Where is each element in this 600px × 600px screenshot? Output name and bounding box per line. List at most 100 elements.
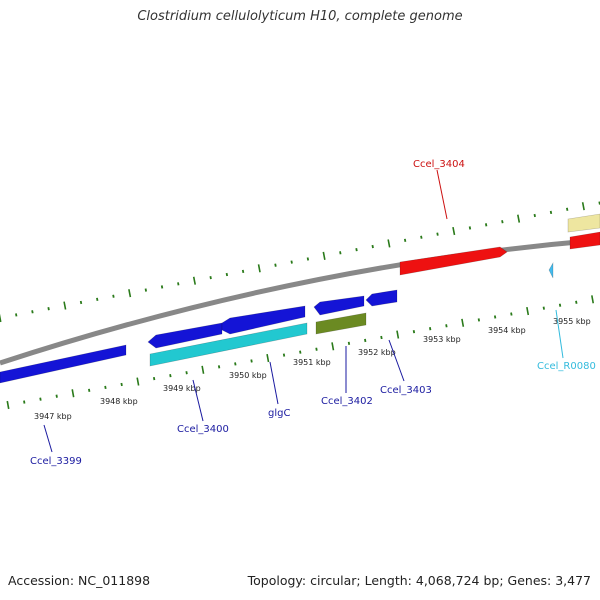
major-tick: [192, 276, 196, 285]
scale-label: 3950 kbp: [229, 371, 267, 380]
gene-arrow-cds-red: [569, 231, 600, 250]
minor-tick: [39, 397, 42, 401]
gene-arrow-ccel-3399: [0, 344, 127, 384]
minor-tick: [250, 359, 253, 363]
major-tick: [591, 295, 595, 304]
major-tick: [201, 365, 205, 374]
minor-tick: [306, 257, 310, 261]
minor-tick: [234, 362, 237, 366]
scale-labels: 3947 kbp 3948 kbp 3949 kbp 3950 kbp 3951 kbp…: [34, 317, 591, 421]
minor-tick: [339, 251, 342, 255]
major-tick: [63, 301, 67, 310]
gene-arrow-ccel-3402: [315, 312, 367, 335]
minor-tick: [160, 285, 164, 289]
minor-tick: [315, 347, 318, 351]
minor-tick: [23, 400, 26, 404]
genome-backbone: [0, 237, 600, 366]
minor-tick: [144, 288, 148, 292]
minor-tick: [274, 263, 277, 267]
minor-tick: [185, 371, 188, 375]
accession-text: Accession: NC_011898: [8, 573, 151, 588]
minor-tick: [371, 244, 374, 249]
minor-tick: [96, 297, 99, 302]
minor-tick: [436, 232, 439, 236]
minor-tick: [575, 300, 578, 304]
major-tick: [331, 342, 335, 351]
major-tick: [128, 289, 132, 298]
minor-tick: [79, 300, 83, 305]
minor-tick: [493, 315, 497, 319]
major-tick: [136, 377, 140, 386]
scale-label: 3947 kbp: [34, 412, 72, 421]
scale-label: 3948 kbp: [100, 397, 138, 406]
gene-arrow-cds-blue: [221, 305, 306, 335]
major-tick: [71, 389, 75, 398]
feature-label[interactable]: Ccel_3402: [321, 396, 373, 407]
minor-tick: [429, 327, 432, 331]
minor-tick: [412, 329, 416, 334]
scale-label: 3954 kbp: [488, 326, 526, 335]
gene-arrow-cds-yellow: [567, 213, 600, 233]
minor-tick: [468, 226, 472, 230]
major-tick: [322, 251, 326, 260]
minor-tick: [55, 394, 58, 398]
callout-line: [269, 361, 279, 405]
gene-arrow-glgc: [149, 322, 308, 367]
outer-tick-track: [0, 201, 600, 323]
feature-label[interactable]: Ccel_3399: [30, 456, 82, 467]
feature-labels: Ccel_3399 Ccel_3400 glgC Ccel_3402 Ccel_3403…: [30, 159, 596, 467]
minor-tick: [31, 310, 34, 314]
minor-tick: [355, 248, 358, 252]
feature-label[interactable]: Ccel_R0080: [537, 361, 596, 372]
minor-tick: [88, 388, 91, 392]
minor-tick: [47, 307, 50, 311]
major-tick: [461, 318, 465, 327]
minor-tick: [364, 338, 367, 343]
minor-tick: [420, 235, 423, 239]
minor-tick: [501, 220, 504, 224]
minor-tick: [347, 341, 351, 346]
genome-summary-text: Topology: circular; Length: 4,068,724 bp…: [247, 573, 591, 588]
major-tick: [387, 239, 391, 248]
callout-line: [388, 339, 405, 382]
callout-line: [192, 379, 204, 422]
gene-arrow-ccel-3403: [365, 289, 398, 307]
minor-tick: [169, 374, 172, 378]
gene-arrow-cds-blue-2: [313, 295, 365, 316]
minor-tick: [241, 269, 245, 274]
major-tick: [517, 214, 521, 223]
minor-tick: [477, 318, 481, 322]
feature-label[interactable]: Ccel_3404: [413, 159, 465, 170]
gene-arrow-ccel-3404: [399, 246, 508, 276]
minor-tick: [558, 303, 562, 307]
feature-label[interactable]: Ccel_3403: [380, 385, 432, 396]
minor-tick: [299, 350, 302, 354]
minor-tick: [282, 353, 286, 357]
minor-tick: [104, 385, 107, 390]
minor-tick: [403, 238, 407, 242]
major-tick: [452, 226, 456, 236]
major-tick: [581, 202, 585, 211]
major-tick: [396, 330, 400, 339]
minor-tick: [152, 376, 156, 381]
minor-tick: [120, 382, 123, 387]
major-tick: [6, 400, 10, 410]
callout-lines: [43, 169, 564, 453]
feature-label[interactable]: Ccel_3400: [177, 424, 229, 435]
scale-label: 3949 kbp: [163, 384, 201, 393]
scale-label: 3955 kbp: [553, 317, 591, 326]
minor-tick: [177, 282, 180, 286]
callout-line: [436, 169, 448, 220]
minor-tick: [217, 365, 221, 369]
callout-line: [43, 424, 53, 453]
map-title: Clostridium cellulolyticum H10, complete…: [137, 9, 463, 24]
minor-tick: [380, 335, 383, 340]
feature-label[interactable]: glgC: [268, 408, 290, 419]
inner-tick-track: [6, 295, 595, 410]
callout-line: [555, 309, 564, 359]
minor-tick: [566, 207, 569, 211]
scale-label: 3951 kbp: [293, 358, 331, 367]
minor-tick: [445, 324, 448, 328]
feature-arrows: [0, 213, 600, 384]
